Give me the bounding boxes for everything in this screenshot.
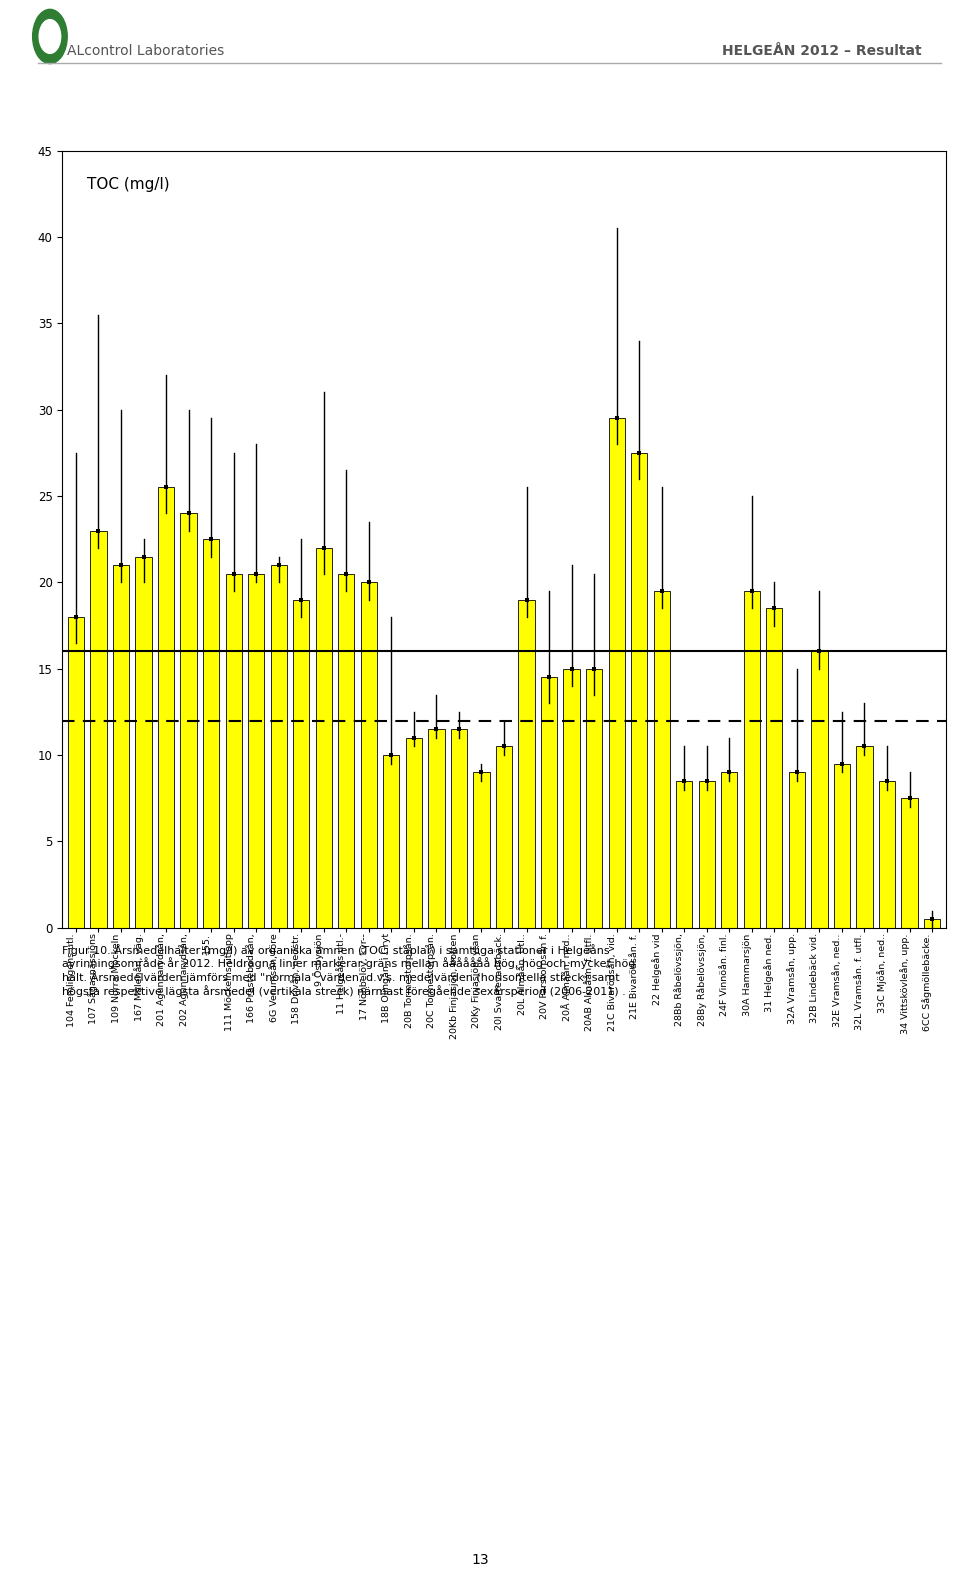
Bar — [203, 539, 219, 928]
Bar — [789, 772, 805, 928]
Bar — [293, 600, 309, 928]
Bar — [654, 592, 670, 928]
Bar — [879, 780, 895, 928]
Circle shape — [33, 10, 67, 63]
Text: TOC (mg/l): TOC (mg/l) — [87, 176, 170, 192]
Bar — [901, 798, 918, 928]
Text: HELGEÅN 2012 – Resultat: HELGEÅN 2012 – Resultat — [722, 44, 922, 59]
Bar — [721, 772, 737, 928]
Bar — [676, 780, 692, 928]
Circle shape — [39, 19, 60, 54]
Bar — [609, 419, 625, 928]
Bar — [473, 772, 490, 928]
Bar — [811, 652, 828, 928]
Bar — [699, 780, 715, 928]
Bar — [540, 677, 557, 928]
Bar — [631, 454, 647, 928]
Bar — [518, 600, 535, 928]
Bar — [90, 531, 107, 928]
Bar — [766, 609, 782, 928]
Text: Figur 10. Årsmedelhalter (mg/l) av organiska ämnen (TOC; staplar) i samtliga sta: Figur 10. Årsmedelhalter (mg/l) av organ… — [62, 944, 636, 998]
Bar — [496, 747, 512, 928]
Bar — [834, 764, 850, 928]
Bar — [428, 730, 444, 928]
Bar — [361, 582, 377, 928]
Bar — [271, 565, 287, 928]
Bar — [744, 592, 760, 928]
Bar — [316, 547, 332, 928]
Bar — [564, 669, 580, 928]
Bar — [226, 574, 242, 928]
Bar — [68, 617, 84, 928]
Bar — [248, 574, 264, 928]
Text: ALcontrol Laboratories: ALcontrol Laboratories — [67, 44, 225, 59]
Bar — [135, 557, 152, 928]
Bar — [451, 730, 468, 928]
Bar — [113, 565, 129, 928]
Bar — [158, 487, 174, 928]
Bar — [924, 920, 940, 928]
Bar — [383, 755, 399, 928]
Bar — [856, 747, 873, 928]
Bar — [586, 669, 602, 928]
Bar — [180, 514, 197, 928]
Bar — [338, 574, 354, 928]
Text: 13: 13 — [471, 1553, 489, 1567]
Bar — [406, 737, 422, 928]
